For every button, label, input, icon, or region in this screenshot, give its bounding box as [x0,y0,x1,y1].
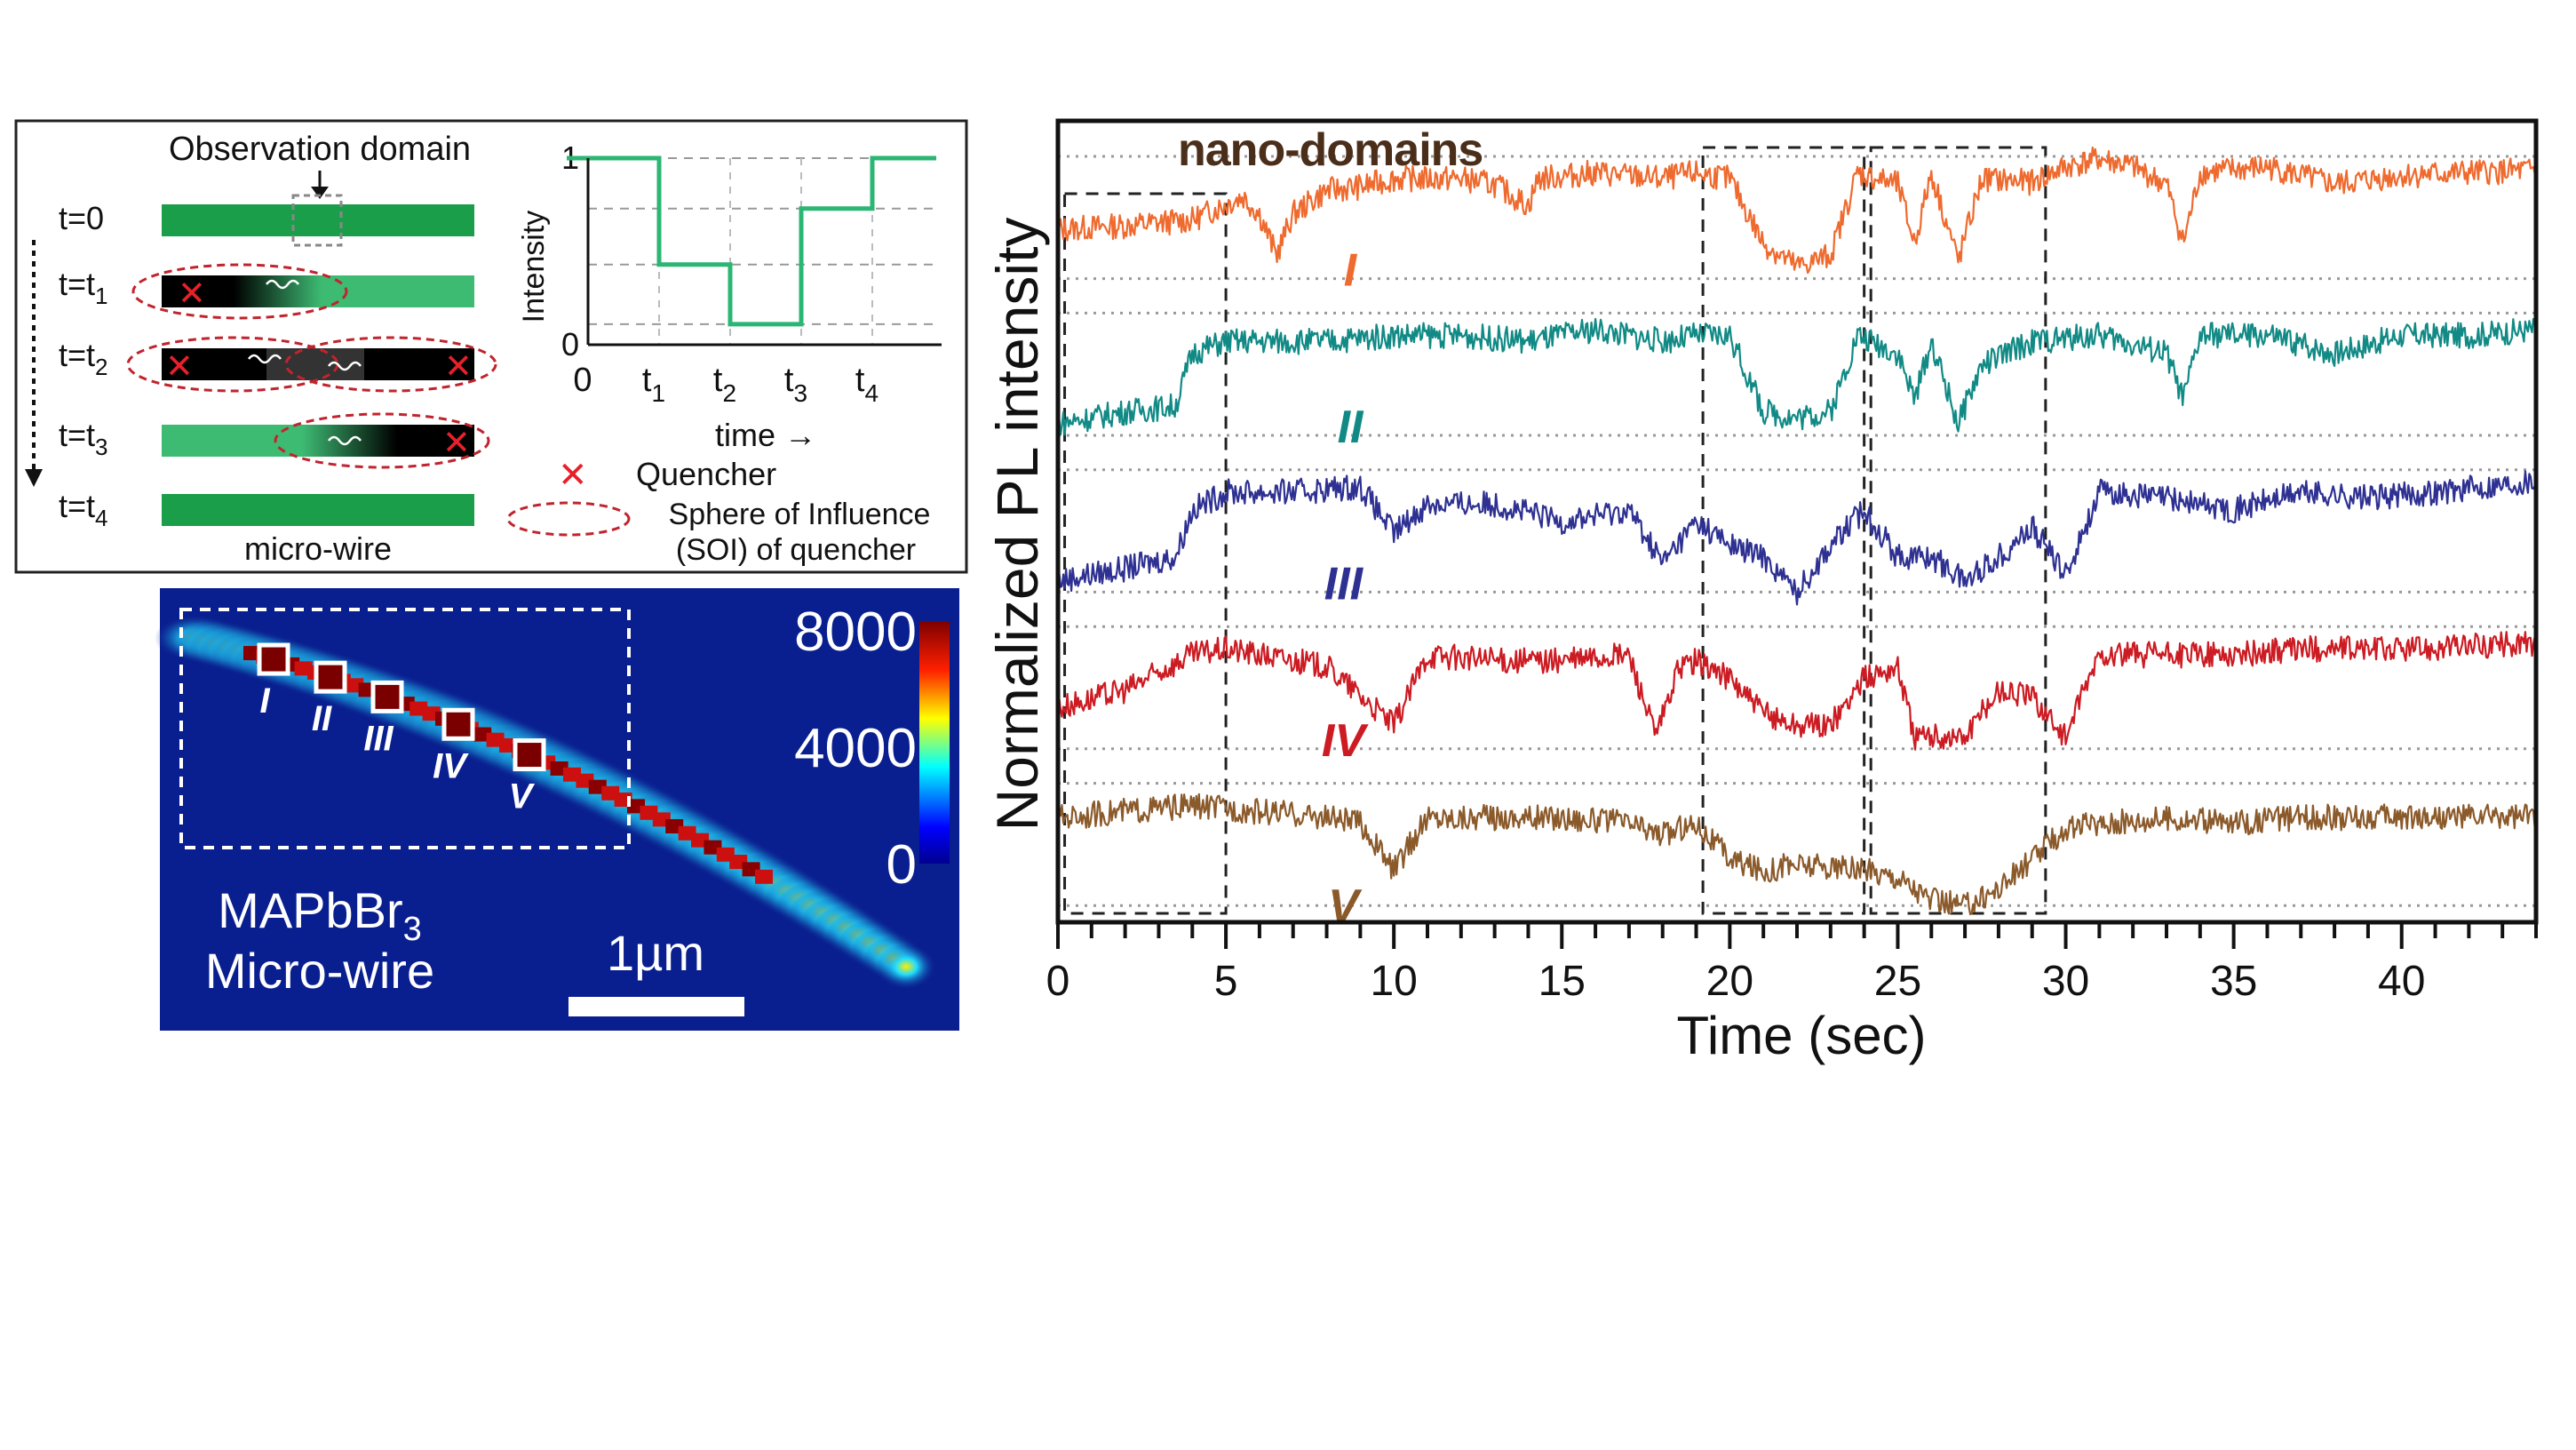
colorbar-tick-1: 4000 [794,718,917,779]
colorbar-tick-2: 0 [886,834,917,896]
x-tick-label: 0 [1046,958,1070,1005]
inset-xtick-3: t3 [784,362,807,407]
time-label-2: t=t2 [59,337,108,380]
x-tick-label: 25 [1874,958,1921,1005]
chart-title: nano-domains [1178,124,1483,176]
material-line2: Micro-wire [205,943,434,999]
time-label-4: t=t4 [59,488,108,531]
scale-bar [568,997,744,1016]
domain-box-3 [370,680,404,713]
wire-t0 [162,204,474,236]
exciton-wave-icon [328,361,362,371]
domain-label-2: II [312,699,332,738]
series-line-III [1056,470,2537,606]
time-label-0: t=0 [59,200,104,236]
quencher-icon: ✕ [178,275,206,313]
inset-xlabel: time → [715,417,816,453]
x-tick-label: 20 [1706,958,1753,1005]
series-label-I: I [1344,245,1358,297]
domain-box-1 [257,642,290,676]
x-axis-label: Time (sec) [1676,1006,1926,1065]
soi-ellipse-t2-right [284,336,497,393]
x-tick-label: 5 [1214,958,1238,1005]
exciton-wave-icon [248,354,282,364]
plot-frame [1055,118,2539,925]
scale-bar-label: 1µm [607,925,704,981]
series-label-III: III [1324,558,1364,609]
legend-quencher-label: Quencher [636,456,776,492]
domain-label-3: III [363,719,394,758]
soi-ellipse-t3 [274,412,490,469]
inset-ylabel: Intensity [517,211,551,323]
series-line-V [1056,793,2538,916]
y-axis-label: Normalized PL intensity [984,218,1050,832]
inset-xtick-1: t1 [642,362,665,407]
inset-xtick-0: 0 [573,362,592,399]
x-tick-label: 35 [2210,958,2257,1005]
wire-core-pixel [755,869,773,884]
time-label-1: t=t1 [59,266,108,309]
exciton-wave-icon [266,279,299,290]
soi-ellipse-t1 [131,263,348,320]
observation-domain-label: Observation domain [169,131,471,168]
x-tick-label: 15 [1538,958,1586,1005]
material-name: MAPbBr3 [218,882,422,948]
quencher-icon: ✕ [444,348,473,386]
x-tick-label: 40 [2378,958,2425,1005]
series-line-I [1056,146,2538,275]
wire-t2-center [266,348,364,380]
domain-label-4: IV [433,746,469,785]
inset-ytick-0: 0 [561,326,579,362]
series-line-II [1057,317,2538,436]
legend-soi-line2: (SOI) of quencher [676,533,916,567]
wire-t3-quenched [302,425,474,457]
domain-label-5: V [509,777,536,817]
inset-intensity-chart: Intensity 0 1 0 t1 t2 t3 t4 time → [517,139,942,453]
series-label-IV: IV [1322,715,1369,767]
time-flow-arrow-head [25,469,43,487]
colorbar-tick-0: 8000 [794,602,917,663]
domain-box-5 [513,738,546,772]
inset-xtick-2: t2 [713,362,736,407]
series-label-II: II [1338,402,1364,453]
x-tick-label: 30 [2042,958,2089,1005]
wire-glow-segment [876,944,936,990]
observation-domain-box [291,194,343,247]
series-line-IV [1056,630,2538,751]
domain-box-2 [314,660,347,694]
quencher-icon: ✕ [165,348,194,386]
colorbar [919,622,950,864]
observation-arrow-head [311,187,329,199]
schematic-panel: Observation domain t=0 t=t1 t=t2 t=t3 t=… [14,119,968,574]
wire-label: micro-wire [244,530,392,567]
legend-soi-icon [506,501,631,537]
wire-t4 [162,494,474,526]
legend-soi-line1: Sphere of Influence [669,498,931,531]
quencher-icon: ✕ [442,425,471,462]
time-label-3: t=t3 [59,417,108,460]
x-tick-label: 10 [1370,958,1417,1005]
inset-xtick-4: t4 [855,362,879,407]
pl-selection-box [179,608,631,849]
domain-box-4 [441,707,475,741]
highlight-window-1 [1063,192,1228,915]
exciton-wave-icon [328,435,362,446]
domain-label-1: I [259,681,270,721]
legend-quencher-icon: ✕ [558,456,588,495]
inset-step-line [567,155,936,327]
